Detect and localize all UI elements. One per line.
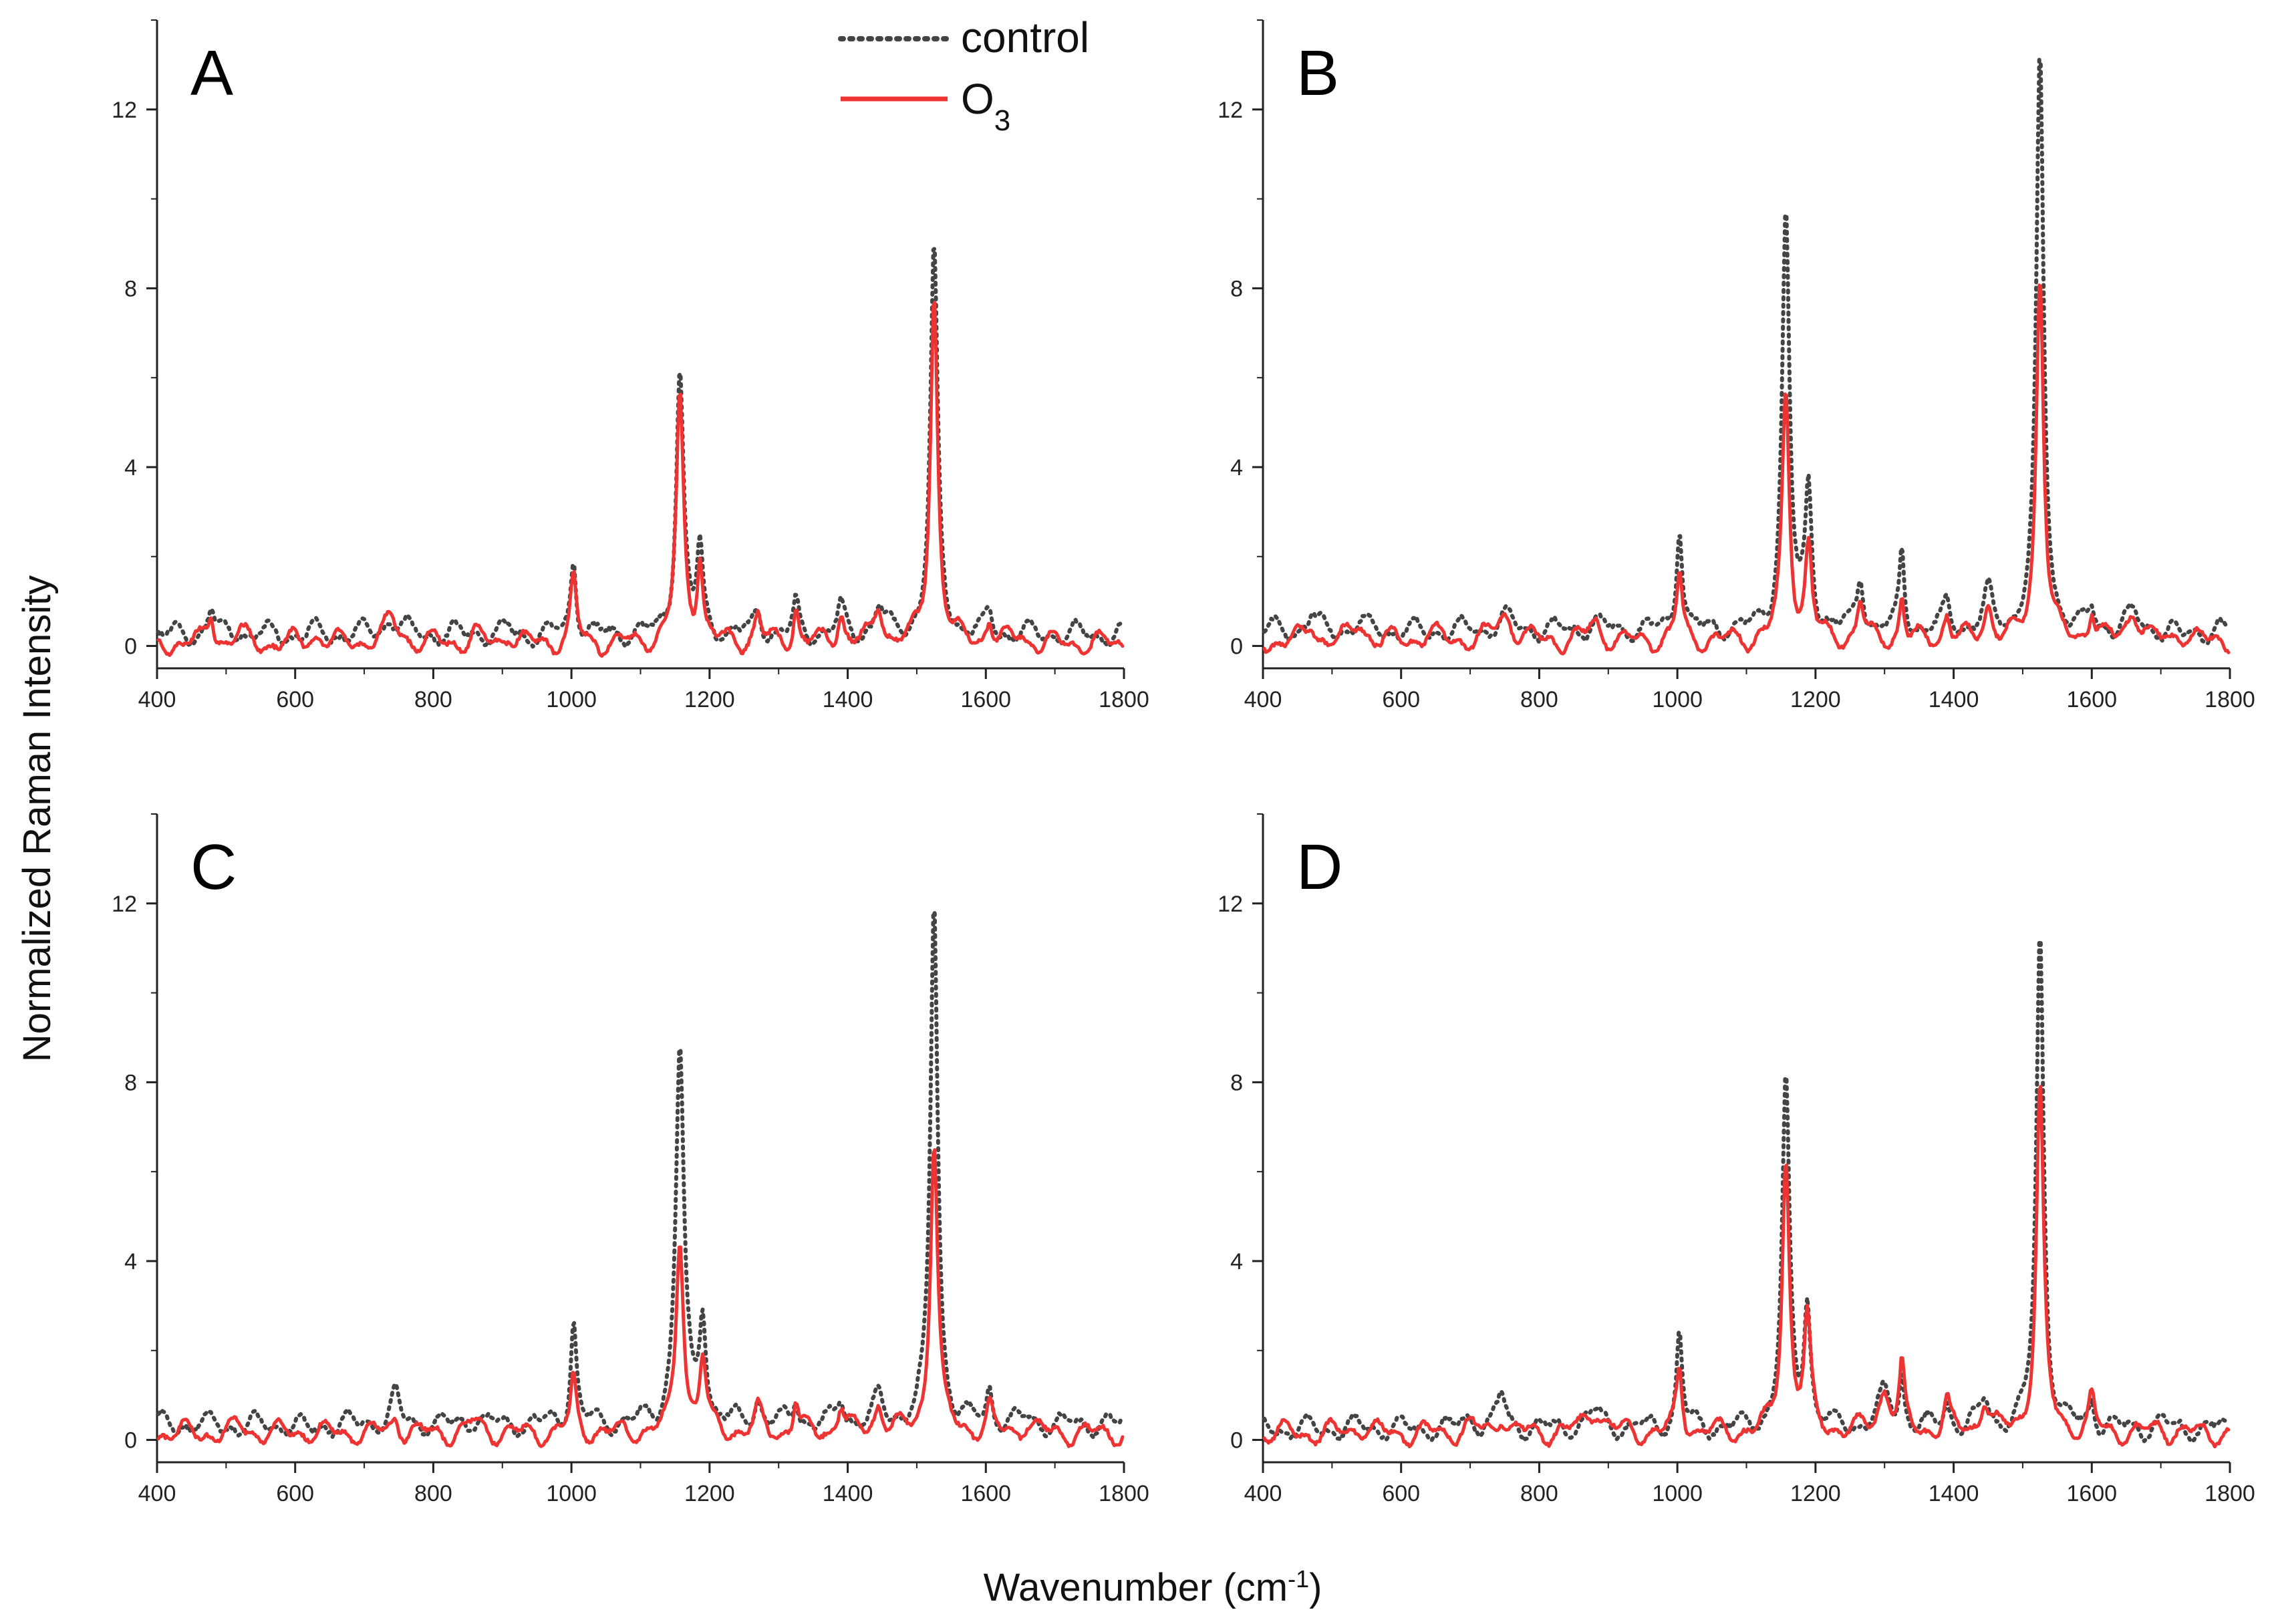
- x-tick-label: 800: [414, 687, 452, 712]
- x-tick-label: 1200: [684, 687, 735, 712]
- y-tick-label: 4: [124, 1249, 137, 1274]
- x-tick-label: 1000: [546, 687, 597, 712]
- x-tick-label: 1000: [546, 1481, 597, 1506]
- x-axis-title-end: ): [1309, 1566, 1322, 1609]
- series-control-line: [1262, 57, 2231, 646]
- series-o3-line: [156, 1148, 1125, 1448]
- x-tick-label: 1600: [2066, 687, 2117, 712]
- y-tick-label: 4: [1230, 1249, 1243, 1274]
- panel-D: 400 600 800 1000 1200 1400 1600 1800 0 4 8 12 D: [1218, 813, 2255, 1506]
- x-tick-label: 600: [276, 1481, 314, 1506]
- y-tick-label: 12: [1218, 98, 1243, 123]
- x-tick-label: 1400: [1929, 687, 1979, 712]
- y-tick-label: 0: [124, 634, 137, 660]
- x-tick-label: 1000: [1652, 687, 1703, 712]
- y-axis-title: Normalized Raman Intensity: [15, 575, 59, 1063]
- x-tick-label: 400: [1244, 1481, 1282, 1506]
- x-tick-label: 800: [414, 1481, 452, 1506]
- panel-label: C: [190, 831, 237, 903]
- x-axis-title: Wavenumber (cm-1): [984, 1565, 1322, 1610]
- x-tick-label: 600: [276, 687, 314, 712]
- x-tick-label: 800: [1520, 1481, 1558, 1506]
- panel-C: 400 600 800 1000 1200 1400 1600 1800 0 4 8 12 C: [112, 813, 1149, 1506]
- x-tick-label: 1800: [2205, 1481, 2255, 1506]
- series-o3-line: [1262, 1085, 2231, 1449]
- x-tick-label: 400: [138, 687, 176, 712]
- series-control-line: [1262, 938, 2231, 1444]
- x-tick-label: 1400: [823, 687, 873, 712]
- y-tick-label: 4: [1230, 455, 1243, 481]
- legend-control-label: control: [961, 13, 1089, 61]
- y-tick-label: 8: [1230, 276, 1243, 301]
- x-tick-label: 1200: [684, 1481, 735, 1506]
- y-tick-label: 12: [112, 98, 137, 123]
- legend-o3-base: O: [961, 75, 994, 123]
- x-axis-title-main: Wavenumber (cm: [984, 1566, 1288, 1609]
- x-tick-label: 1200: [1790, 687, 1841, 712]
- legend: control O3: [838, 13, 1089, 137]
- y-tick-label: 0: [124, 1428, 137, 1454]
- legend-o3-label: O3: [961, 75, 1010, 137]
- panel-label: D: [1296, 831, 1342, 903]
- x-tick-label: 600: [1382, 1481, 1420, 1506]
- y-tick-label: 4: [124, 455, 137, 481]
- x-tick-label: 800: [1520, 687, 1558, 712]
- y-tick-label: 8: [1230, 1070, 1243, 1095]
- series-o3-line: [156, 301, 1125, 658]
- x-tick-label: 1200: [1790, 1481, 1841, 1506]
- y-tick-label: 0: [1230, 634, 1243, 660]
- series-o3-line: [1262, 283, 2231, 656]
- panel-B: 400 600 800 1000 1200 1400 1600 1800 0 4 8 12 B: [1218, 19, 2255, 712]
- x-tick-label: 1000: [1652, 1481, 1703, 1506]
- x-tick-label: 1600: [960, 1481, 1011, 1506]
- x-tick-label: 1800: [2205, 687, 2255, 712]
- legend-o3-sub: 3: [994, 104, 1010, 137]
- x-tick-label: 1800: [1099, 687, 1149, 712]
- series-control-line: [156, 247, 1125, 649]
- x-tick-label: 1400: [823, 1481, 873, 1506]
- x-tick-label: 400: [1244, 687, 1282, 712]
- y-tick-label: 12: [1218, 892, 1243, 917]
- x-tick-label: 1600: [2066, 1481, 2117, 1506]
- x-tick-label: 600: [1382, 687, 1420, 712]
- x-tick-label: 400: [138, 1481, 176, 1506]
- y-tick-label: 0: [1230, 1428, 1243, 1454]
- panel-A: 400 600 800 1000 1200 1400 1600 1800 0 4 8 12 A: [112, 19, 1149, 712]
- y-tick-label: 12: [112, 892, 137, 917]
- panel-label: A: [190, 37, 233, 109]
- x-tick-label: 1400: [1929, 1481, 1979, 1506]
- y-tick-label: 8: [124, 1070, 137, 1095]
- y-tick-label: 8: [124, 276, 137, 301]
- x-axis-title-sup: -1: [1288, 1565, 1309, 1593]
- panel-label: B: [1296, 37, 1339, 109]
- x-tick-label: 1800: [1099, 1481, 1149, 1506]
- x-tick-label: 1600: [960, 687, 1011, 712]
